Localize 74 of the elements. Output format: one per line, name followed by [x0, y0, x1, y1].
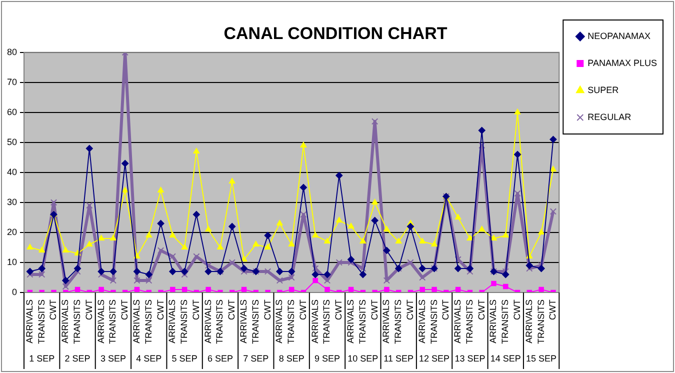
x-tick-label: ARRIVALS	[274, 299, 284, 344]
x-tick-label: ARRIVALS	[167, 299, 178, 344]
y-tick-label: 0	[12, 286, 18, 297]
legend-label: SUPER	[588, 84, 620, 95]
text: 10 SEP	[348, 353, 378, 364]
x-tick-label: CWT	[84, 299, 94, 320]
text: 13 SEP	[454, 353, 486, 364]
x-tick-label: ARRIVALS	[60, 299, 70, 344]
x-tick-label: ARRIVALS	[452, 299, 463, 344]
y-tick-label: 70	[6, 76, 18, 87]
x-tick-label: CWT	[369, 299, 380, 320]
x-tick-label: ARRIVALS	[416, 299, 427, 344]
x-tick-label: ARRIVALS	[202, 299, 213, 344]
y-tick-label: 20	[6, 226, 18, 237]
x-tick-label: TRANSITS	[286, 299, 296, 344]
x-tick-label: ARRIVALS	[131, 299, 142, 344]
x-tick-label: CWT	[226, 299, 237, 320]
x-tick-label: TRANSITS	[500, 299, 510, 344]
x-tick-label: CWT	[298, 299, 308, 320]
x-tick-label: CWT	[548, 299, 558, 320]
x-tick-label: TRANSITS	[536, 299, 546, 344]
x-tick-label: ARRIVALS	[238, 299, 248, 344]
x-tick-label: ARRIVALS	[310, 299, 320, 344]
legend-label: NEOPANAMAX	[588, 30, 651, 41]
x-tick-label: TRANSITS	[143, 299, 154, 344]
x-tick-label: TRANSITS	[108, 299, 118, 344]
x-tick-label: ARRIVALS	[524, 299, 534, 344]
y-tick-label: 60	[6, 106, 18, 117]
x-tick-label: CWT	[404, 299, 415, 320]
x-tick-label: ARRIVALS	[381, 299, 392, 344]
x-tick-label: CWT	[476, 299, 486, 320]
text: 14 SEP	[490, 353, 521, 364]
x-tick-label: TRANSITS	[393, 299, 404, 344]
x-tick-label: TRANSITS	[322, 299, 332, 344]
text: 7 SEP	[243, 353, 269, 364]
text: 8 SEP	[278, 353, 304, 364]
x-tick-label: ARRIVALS	[96, 299, 106, 344]
y-tick-label: 30	[6, 196, 18, 207]
y-tick-label: 40	[6, 166, 18, 177]
text: 11 SEP	[384, 353, 414, 364]
text: 5 SEP	[172, 353, 198, 364]
x-tick-label: TRANSITS	[72, 299, 82, 344]
x-tick-label: TRANSITS	[250, 299, 260, 344]
x-tick-label: TRANSITS	[428, 299, 439, 344]
text: 15 SEP	[526, 353, 557, 364]
x-tick-label: CWT	[334, 299, 344, 320]
x-tick-label: CWT	[440, 299, 451, 320]
x-tick-label: TRANSITS	[214, 299, 225, 344]
x-tick-label: ARRIVALS	[24, 299, 34, 344]
x-tick-label: CWT	[190, 299, 201, 320]
legend-label: REGULAR	[588, 112, 632, 122]
x-tick-label: CWT	[512, 299, 522, 320]
x-tick-label: TRANSITS	[36, 299, 46, 344]
legend-label: PANAMAX PLUS	[588, 58, 658, 68]
x-tick-label: CWT	[120, 299, 130, 320]
x-tick-label: ARRIVALS	[488, 299, 498, 344]
x-tick-label: TRANSITS	[464, 299, 474, 344]
x-tick-label: CWT	[155, 299, 166, 320]
x-tick-label: ARRIVALS	[346, 299, 356, 344]
text: 2 SEP	[64, 353, 90, 364]
text: 4 SEP	[136, 353, 162, 364]
x-tick-label: CWT	[262, 299, 272, 320]
text: 9 SEP	[314, 353, 340, 364]
text: 1 SEP	[29, 353, 55, 364]
text: 6 SEP	[207, 353, 233, 364]
y-tick-label: 10	[6, 256, 18, 267]
text: 12 SEP	[419, 353, 450, 364]
x-tick-label: CWT	[48, 299, 58, 320]
text: 3 SEP	[100, 353, 126, 364]
y-tick-label: 50	[6, 136, 18, 147]
chart-title: CANAL CONDITION CHART	[224, 24, 448, 43]
x-tick-label: TRANSITS	[357, 299, 368, 344]
y-tick-label: 80	[6, 46, 18, 57]
x-tick-label: TRANSITS	[179, 299, 190, 344]
